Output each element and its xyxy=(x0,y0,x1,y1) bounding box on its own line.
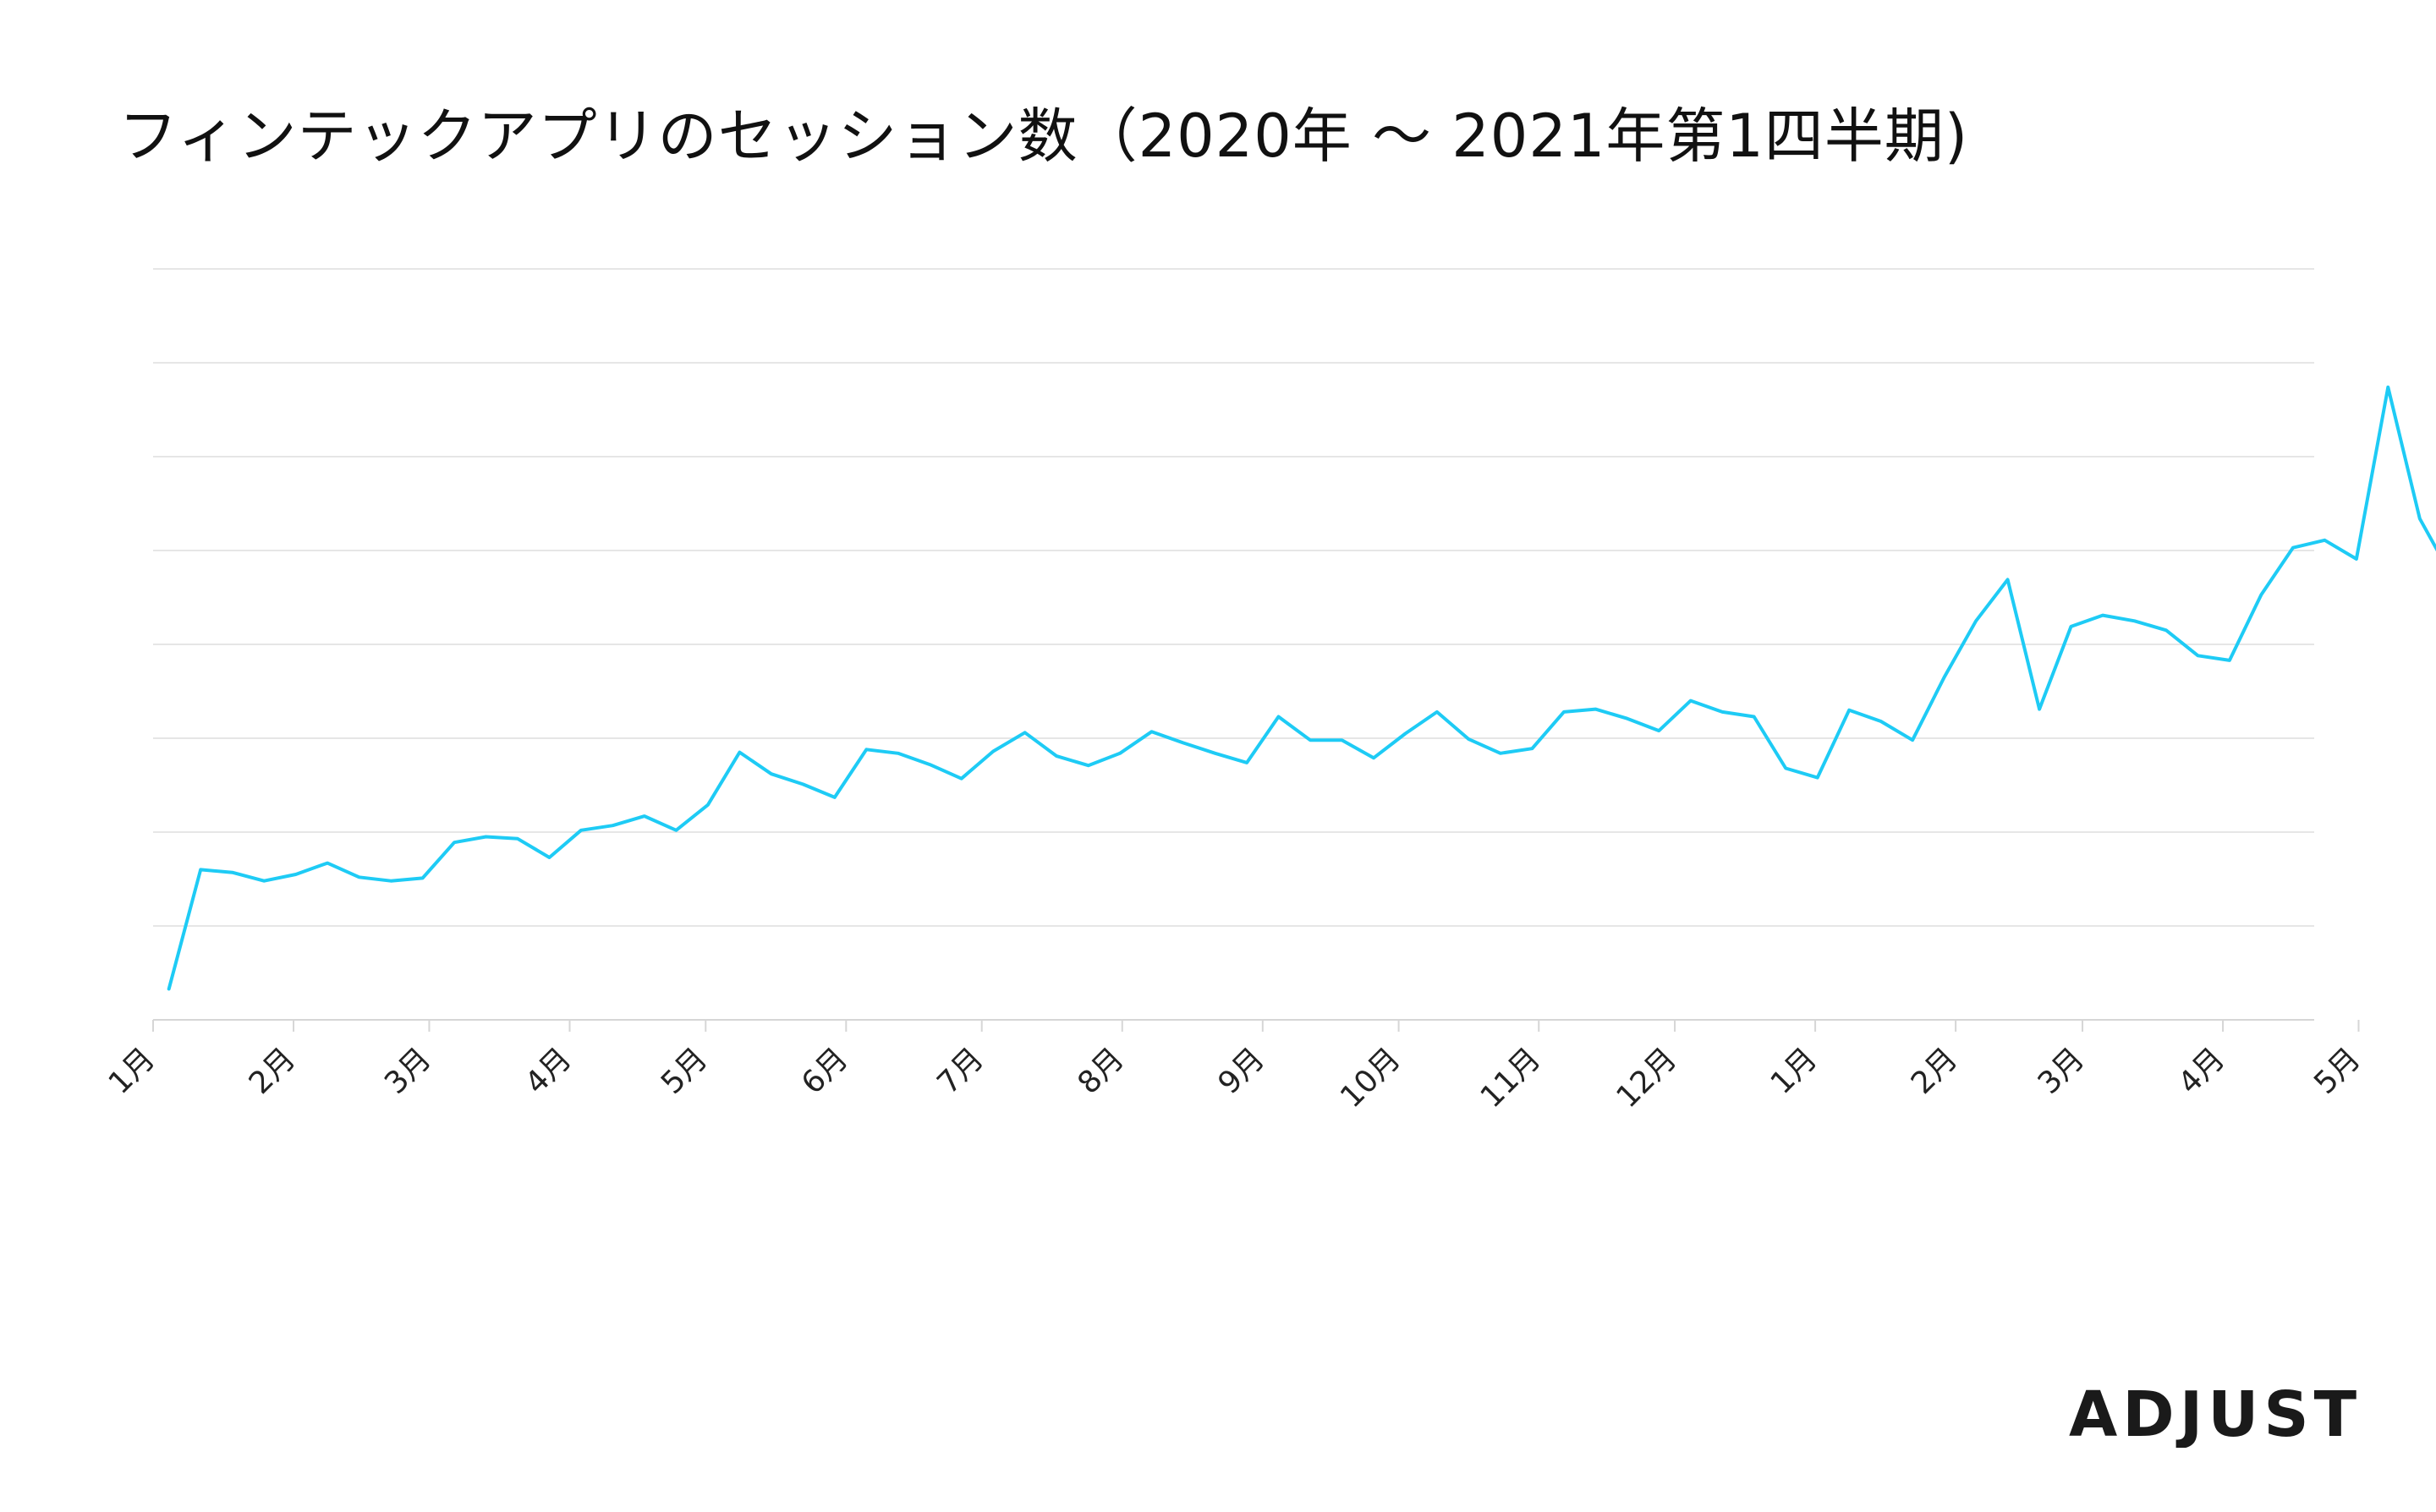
x-tick-label-1: 2月 xyxy=(243,1041,303,1101)
x-tick-label-14: 3月 xyxy=(2032,1041,2092,1101)
x-tick-label-0: 1月 xyxy=(102,1041,162,1101)
series-layer xyxy=(167,385,2436,991)
x-tick-label-12: 1月 xyxy=(1764,1041,1824,1101)
x-tick-label-8: 9月 xyxy=(1212,1041,1272,1101)
x-tick-label-15: 4月 xyxy=(2172,1041,2232,1101)
logo-text: ADJUST xyxy=(2069,1380,2356,1448)
x-axis: 1月 2月 3月 4月 5月 6月 7月 8月 9月 10月 11月 12月 1月 2月 3月 4月 5月 xyxy=(102,1019,2367,1115)
x-tick-label-3: 4月 xyxy=(518,1041,579,1101)
gridlines xyxy=(153,268,2314,927)
series-line-0 xyxy=(167,385,2436,991)
x-tick-label-9: 10月 xyxy=(1334,1041,1407,1115)
chart-title: フィンテックアプリのセッション数（2020年 〜 2021年第1四半期) xyxy=(118,101,1969,171)
x-tick-label-2: 3月 xyxy=(378,1041,438,1101)
x-tick-label-13: 2月 xyxy=(1905,1041,1965,1101)
x-tick-label-11: 12月 xyxy=(1610,1041,1684,1115)
x-tick-label-10: 11月 xyxy=(1474,1041,1548,1115)
x-tick-label-4: 5月 xyxy=(655,1041,715,1101)
x-tick-label-5: 6月 xyxy=(795,1041,855,1101)
x-tick-label-6: 7月 xyxy=(930,1041,990,1101)
adjust-logo: ADJUST xyxy=(2069,1380,2356,1448)
x-tick-label-16: 5月 xyxy=(2307,1041,2367,1101)
x-tick-label-7: 8月 xyxy=(1071,1041,1131,1101)
